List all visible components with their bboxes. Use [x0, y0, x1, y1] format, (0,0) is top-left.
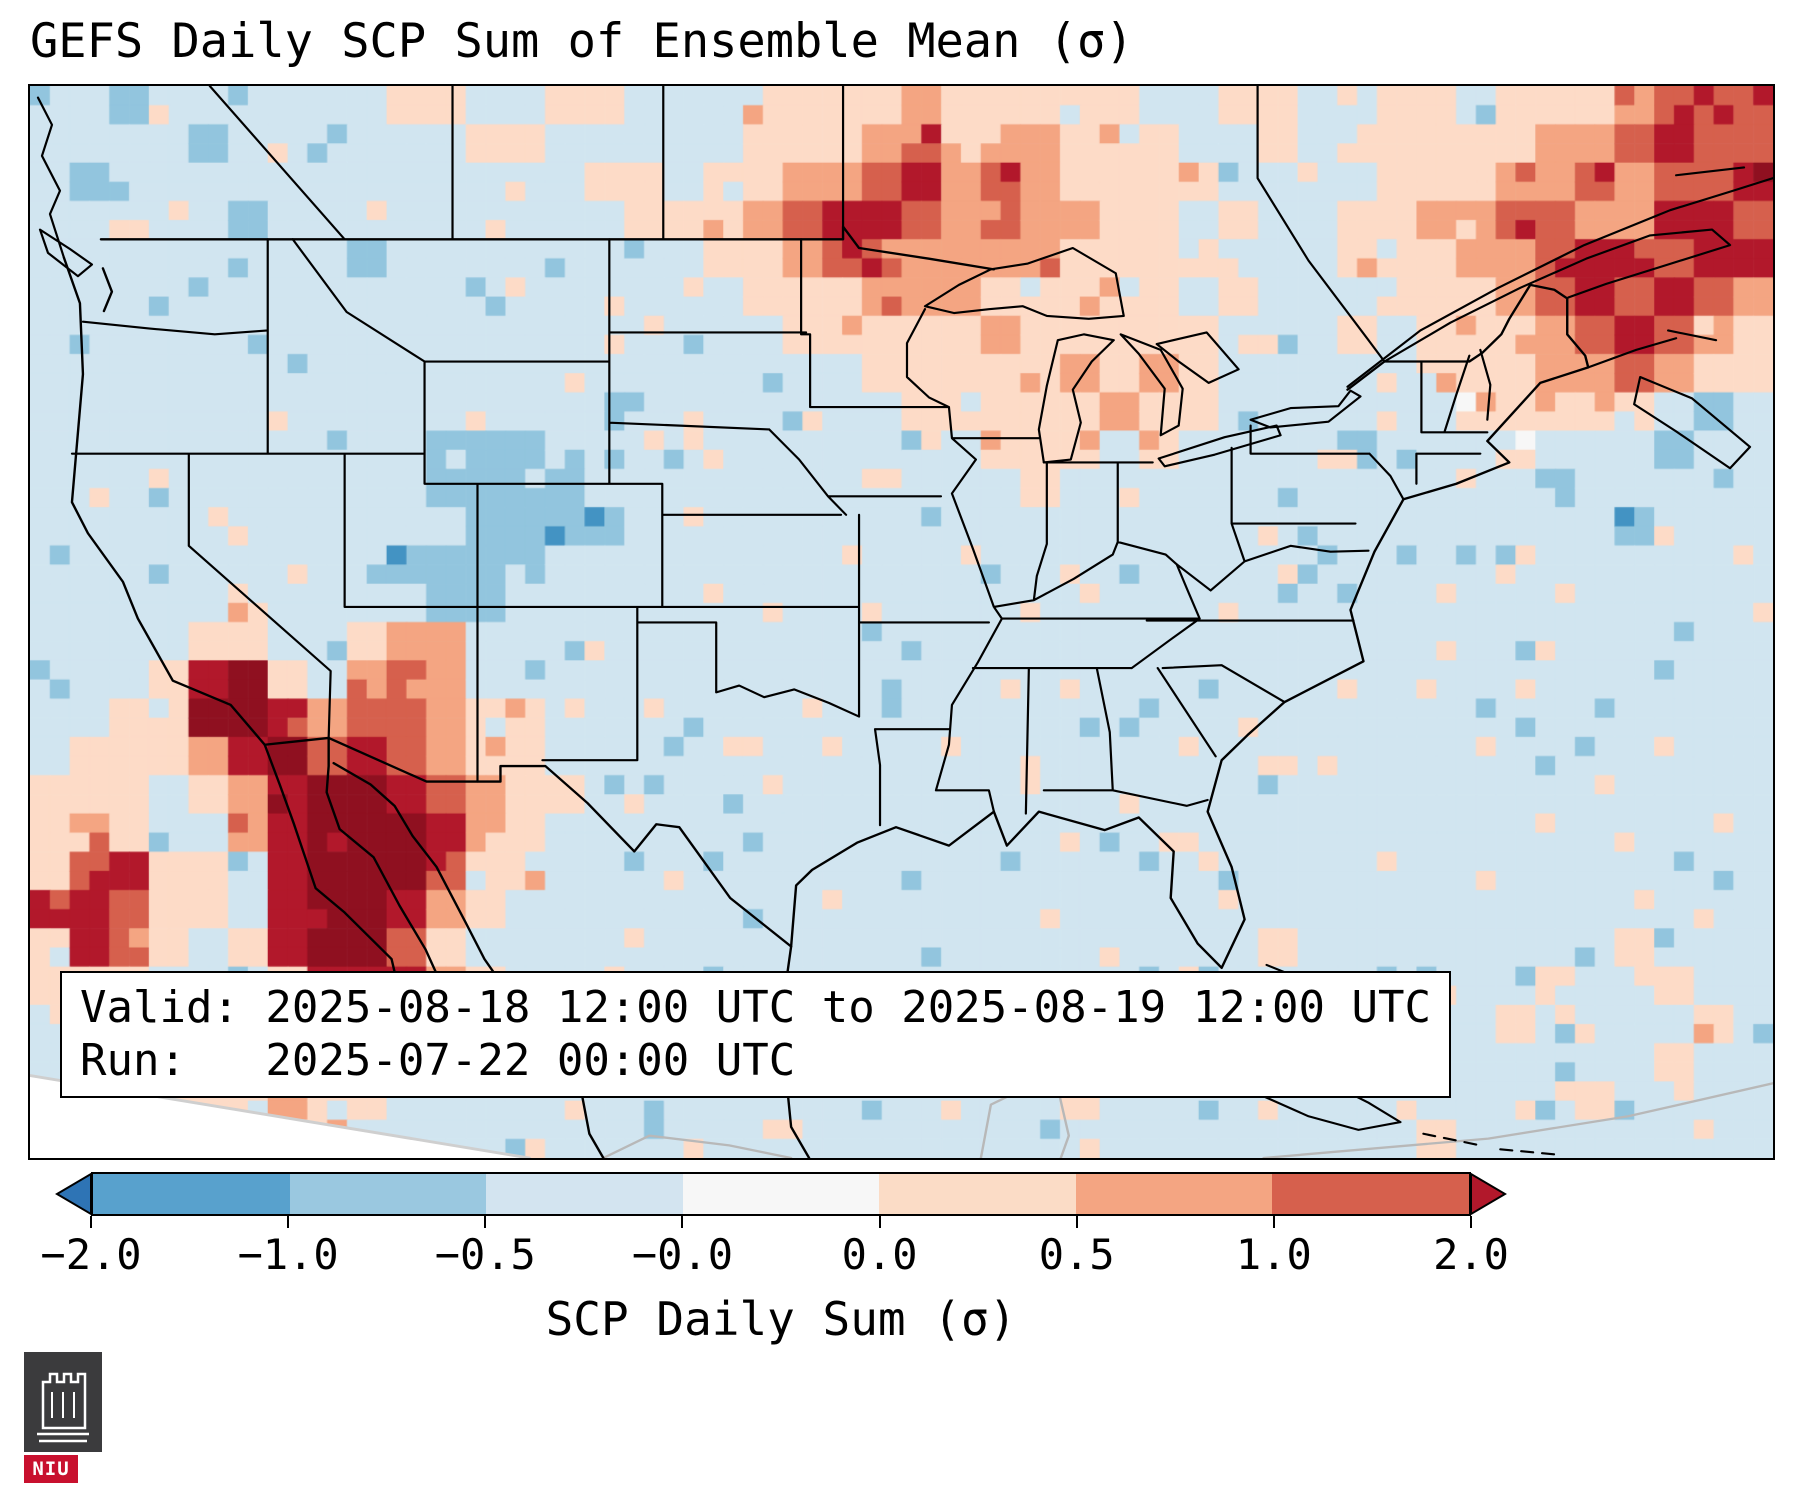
run-time-text: Run: 2025-07-22 00:00 UTC [80, 1035, 796, 1087]
colorbar-segment [879, 1174, 1076, 1214]
dashed-island-outlines [1422, 1132, 1564, 1157]
niu-wordmark: NIU [24, 1455, 78, 1483]
validity-info-box: Valid: 2025-08-18 12:00 UTC to 2025-08-1… [60, 970, 1452, 1098]
colorbar-tick-label: 0.5 [1038, 1230, 1115, 1279]
colorbar-under-arrow [55, 1172, 91, 1216]
colorbar-body [91, 1172, 1471, 1216]
colorbar-tick-mark [484, 1216, 487, 1228]
canada-borders [36, 86, 1773, 470]
colorbar-tick-label: 0.0 [841, 1230, 918, 1279]
colorbar-tick-mark [681, 1216, 684, 1228]
figure-title: GEFS Daily SCP Sum of Ensemble Mean (σ) [30, 14, 1134, 69]
colorbar-tick-mark [90, 1216, 92, 1228]
colorbar-over-arrow [1471, 1172, 1507, 1216]
valid-time-text: Valid: 2025-08-18 12:00 UTC to 2025-08-1… [80, 981, 1432, 1033]
colorbar-bar [55, 1172, 1507, 1216]
colorbar-segment [1272, 1174, 1470, 1214]
colorbar-segment [486, 1174, 683, 1214]
colorbar-tick-label: 2.0 [1433, 1230, 1509, 1279]
colorbar-segment [1075, 1174, 1273, 1214]
colorbar-axis-label: SCP Daily Sum (σ) [545, 1292, 1017, 1346]
colorbar-tick-mark [1470, 1216, 1472, 1228]
colorbar-tick-mark [1075, 1216, 1078, 1228]
colorbar-under-arrow-shape [55, 1172, 91, 1216]
colorbar-segment [682, 1174, 880, 1214]
colorbar-tick-label: −1.0 [237, 1230, 339, 1279]
colorbar-tick-label: −0.0 [631, 1230, 733, 1279]
colorbar-segment [93, 1174, 290, 1214]
niu-castle-icon [24, 1352, 102, 1452]
colorbar-tick-mark [878, 1216, 881, 1228]
colorbar-tick-label: −0.5 [434, 1230, 536, 1279]
map-panel: Valid: 2025-08-18 12:00 UTC to 2025-08-1… [28, 84, 1775, 1160]
colorbar-tick-label: −2.0 [40, 1230, 142, 1279]
colorbar-over-arrow-shape [1471, 1172, 1507, 1216]
colorbar-tick-mark [1272, 1216, 1275, 1228]
colorbar-segment [289, 1174, 487, 1214]
us-coastline-and-national-borders [62, 225, 1590, 970]
colorbar: −2.0 −1.0 −0.5 −0.0 0.0 0.5 1.0 2.0 [40, 1172, 1509, 1292]
great-lakes-outlines [923, 246, 1362, 468]
colorbar-tick-label: 1.0 [1235, 1230, 1312, 1279]
us-state-borders [70, 238, 1492, 827]
colorbar-tick-mark [287, 1216, 290, 1228]
niu-logo: NIU [24, 1352, 102, 1483]
